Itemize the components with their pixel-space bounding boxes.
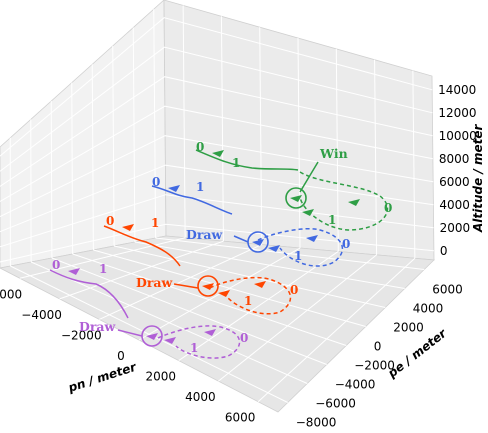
annotation-draw-purple: Draw <box>79 319 117 334</box>
y-tick-label: 4000 <box>413 302 444 316</box>
annotation-draw-red: Draw <box>136 275 174 290</box>
time-label-1: 1 <box>328 213 336 227</box>
annotation-draw-blue: Draw <box>186 227 224 242</box>
time-label-1: 1 <box>244 294 252 308</box>
x-tick-label: −6000 <box>0 287 22 301</box>
y-tick-label: 0 <box>374 340 382 354</box>
y-tick-label: 6000 <box>432 283 463 297</box>
annotation-win: Win <box>319 146 348 161</box>
time-label-0: 0 <box>152 175 160 189</box>
time-label-0: 0 <box>240 331 248 345</box>
z-tick-label: 4000 <box>439 198 470 212</box>
time-label-0: 0 <box>290 283 298 297</box>
x-tick-label: 2000 <box>145 370 176 384</box>
z-tick-label: 12000 <box>438 106 476 120</box>
time-label-1: 1 <box>190 341 198 355</box>
time-label-0: 0 <box>196 140 204 154</box>
y-tick-label: 2000 <box>393 321 424 335</box>
z-axis-label: Altitude / meter <box>471 123 485 233</box>
z-tick-label: 14000 <box>438 83 476 97</box>
y-tick-label: −4000 <box>335 378 376 392</box>
z-tick-label: 2000 <box>440 221 471 235</box>
back-pane-left <box>0 0 166 268</box>
time-label-1: 1 <box>151 216 159 230</box>
time-label-1: 1 <box>232 156 240 170</box>
time-label-0: 0 <box>106 214 114 228</box>
z-tick-label: 0 <box>440 244 448 258</box>
x-tick-label: 0 <box>117 349 125 363</box>
z-tick-label: 8000 <box>439 152 470 166</box>
x-tick-label: 6000 <box>225 411 256 425</box>
time-label-1: 1 <box>294 249 302 263</box>
grid-line-y-wall <box>51 101 52 258</box>
time-label-0: 0 <box>52 258 60 272</box>
time-label-1: 1 <box>196 180 204 194</box>
z-tick-label: 6000 <box>439 175 470 189</box>
y-tick-label: −8000 <box>296 416 337 429</box>
time-label-1: 1 <box>99 262 107 276</box>
x-tick-label: −4000 <box>21 308 62 322</box>
x-axis-label: pn / meter <box>66 359 139 395</box>
x-tick-label: 4000 <box>185 390 216 404</box>
time-label-0: 0 <box>342 237 350 251</box>
time-label-0: 0 <box>384 201 392 215</box>
y-tick-label: −6000 <box>315 397 356 411</box>
